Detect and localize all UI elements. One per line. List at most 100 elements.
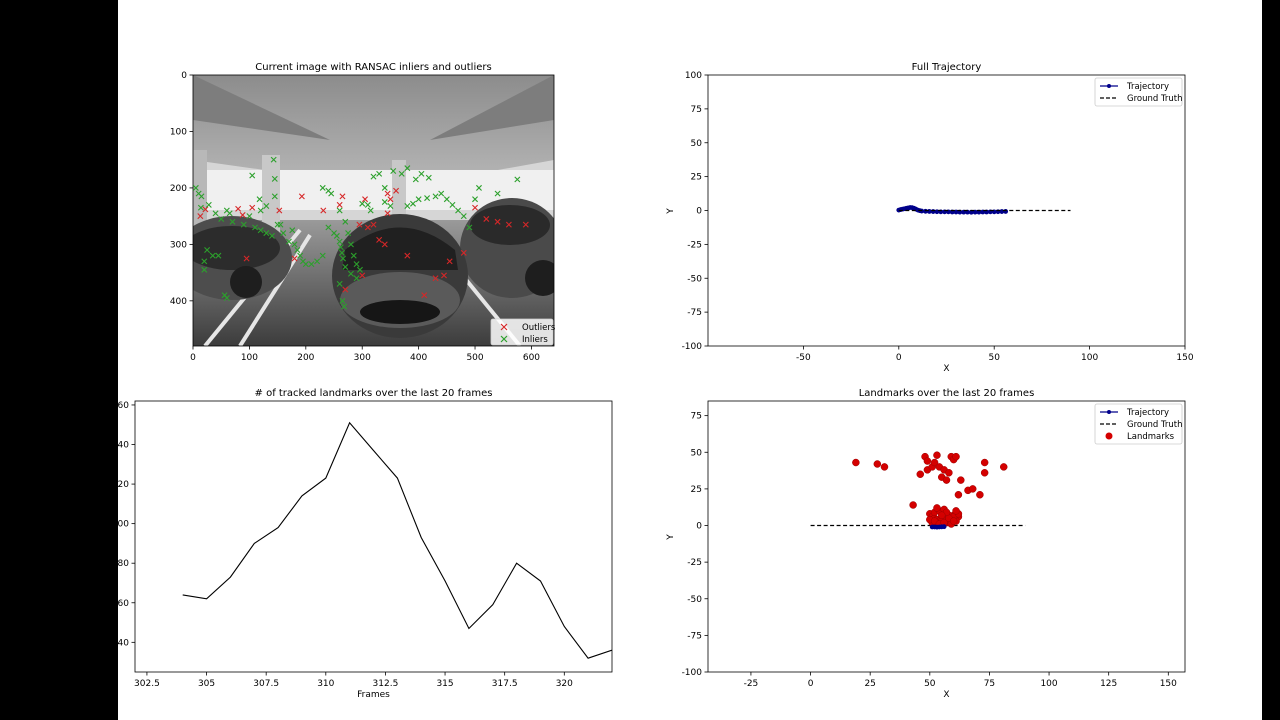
chart-1-inlier-marker (319, 184, 326, 191)
chart-1-outlier-marker (364, 224, 371, 231)
chart-4-ylabel: Y (666, 534, 676, 541)
chart-1-keypoints (192, 156, 529, 310)
chart-1-xtick-label: 200 (297, 353, 314, 363)
chart-1-xtick-label: 300 (354, 353, 371, 363)
chart-1-outlier-marker (505, 221, 512, 228)
panel-camera-image: Current image with RANSAC inliers and ou… (170, 62, 556, 363)
chart-1-inlier-marker (359, 200, 366, 207)
chart-1-inlier-marker (412, 176, 419, 183)
chart-2-ytick-label: 0 (696, 207, 702, 217)
chart-1-inlier-marker (376, 170, 383, 177)
chart-1-xtick-label: 100 (241, 353, 258, 363)
chart-1-inlier-marker (270, 156, 277, 163)
chart-1-outlier-marker (356, 221, 363, 228)
chart-1-inlier-marker (370, 173, 377, 180)
chart-4-xtick-label: 100 (1040, 679, 1057, 689)
chart-2-ytick-label: -100 (682, 342, 703, 352)
chart-1-inlier-marker (252, 224, 259, 231)
chart-4-xtick-label: 75 (984, 679, 995, 689)
chart-1-legend-handle (500, 323, 508, 331)
chart-1-inlier-marker (432, 193, 439, 200)
chart-1-inlier-marker (215, 252, 222, 259)
chart-1-outlier-marker (441, 272, 447, 279)
chart-4-axes: -25 0 25 50 75 100 125 150 -100 -75 -50 -25 0 25 50 75 (682, 412, 1178, 689)
chart-2-xlabel: X (943, 364, 949, 374)
chart-3-xtick-label: 305 (198, 679, 215, 689)
chart-1-inlier-marker (342, 218, 349, 225)
chart-1-inlier-marker (404, 202, 411, 209)
chart-1-inlier-marker (418, 170, 425, 177)
chart-1-inlier-marker (198, 193, 205, 200)
chart-3-title: # of tracked landmarks over the last 20 … (255, 388, 493, 399)
chart-1-xtick-label: 400 (410, 353, 427, 363)
chart-4-xtick-label: -25 (744, 679, 759, 689)
chart-1-inlier-marker (337, 244, 344, 251)
chart-2-ytick-label: 25 (691, 173, 702, 183)
chart-3-xtick-label: 315 (436, 679, 453, 689)
chart-1-inlier-marker (257, 227, 264, 234)
chart-1-outlier-marker (384, 210, 391, 217)
chart-3-series (182, 421, 612, 659)
chart-1-inlier-marker (294, 247, 301, 254)
chart-1-outlier-marker (404, 252, 411, 259)
chart-1-title: Current image with RANSAC inliers and ou… (255, 62, 491, 73)
chart-2-title: Full Trajectory (912, 62, 982, 73)
chart-4-title: Landmarks over the last 20 frames (859, 388, 1035, 399)
chart-2-axes: -50 0 50 100 150 -100 -75 -50 -25 0 25 50 75 100 (682, 71, 1194, 363)
chart-1-outlier-marker (421, 292, 428, 299)
chart-1-outlier-marker (359, 272, 366, 279)
chart-4-landmark-point (952, 452, 960, 461)
chart-2-ytick-label: -75 (687, 308, 702, 318)
chart-3-xtick-label: 312.5 (373, 679, 399, 689)
chart-1-inlier-marker (218, 215, 225, 222)
chart-1-inlier-marker (472, 196, 479, 203)
chart-1-xtick-label: 0 (190, 353, 196, 363)
chart-1-ytick-label: 100 (170, 127, 187, 137)
chart-1-inlier-marker (381, 199, 388, 206)
chart-1-outlier-marker (239, 212, 246, 219)
chart-1-outlier-marker (393, 187, 400, 194)
chart-2-ytick-label: 75 (691, 105, 702, 115)
chart-1-outlier-marker (370, 221, 377, 228)
chart-4-ytick-label: 25 (691, 485, 702, 495)
chart-4-landmark-point (952, 507, 960, 515)
chart-1-inlier-marker (212, 210, 219, 217)
chart-1-outlier-marker (336, 201, 343, 208)
chart-1-xtick-label: 600 (523, 353, 540, 363)
chart-4-ytick-label: 75 (691, 412, 702, 422)
chart-1-legend: Outliers Inliers (490, 318, 556, 346)
chart-2-xtick-label: -50 (796, 353, 811, 363)
chart-1-inlier-marker (333, 232, 340, 239)
chart-4-landmark-point (980, 458, 989, 467)
chart-1-outlier-marker (387, 196, 394, 203)
chart-4-landmark-point (968, 485, 977, 493)
chart-4-ytick-label: -75 (687, 631, 702, 641)
chart-3-ytick-label: 240 (112, 441, 129, 451)
chart-1-inlier-marker (226, 210, 233, 217)
chart-1-inlier-marker (339, 297, 346, 304)
chart-4-landmark-point (916, 470, 925, 478)
chart-1-inlier-marker (460, 213, 467, 220)
chart-1-inlier-marker (229, 218, 236, 225)
chart-1-inlier-marker (246, 213, 253, 220)
chart-1-inlier-marker (325, 224, 332, 231)
chart-2-ylabel: Y (666, 208, 676, 215)
chart-2-trajectory-point (1003, 209, 1009, 214)
chart-1-outlier-marker (362, 196, 369, 203)
chart-1-inlier-marker (285, 238, 292, 245)
chart-3-xtick-label: 302.5 (134, 679, 160, 689)
chart-1-inlier-marker (347, 241, 354, 248)
chart-1-outlier-marker (249, 204, 256, 211)
chart-4-xtick-label: 125 (1100, 679, 1117, 689)
chart-3-series-line (182, 421, 612, 659)
chart-1-inlier-marker (314, 258, 321, 265)
chart-3-ytick-label: 200 (112, 520, 129, 530)
chart-3-ylabel: # of Tracked Landmarks (101, 482, 111, 591)
chart-1-inlier-marker (302, 261, 309, 268)
chart-2-legend: Trajectory Ground Truth (1094, 77, 1183, 107)
chart-1-axes: 0 100 200 300 400 500 600 0 100 200 300 400 (170, 71, 540, 363)
chart-1-outlier-marker (384, 190, 391, 197)
chart-1-inlier-marker (475, 184, 482, 191)
chart-1-inlier-marker (209, 252, 216, 259)
